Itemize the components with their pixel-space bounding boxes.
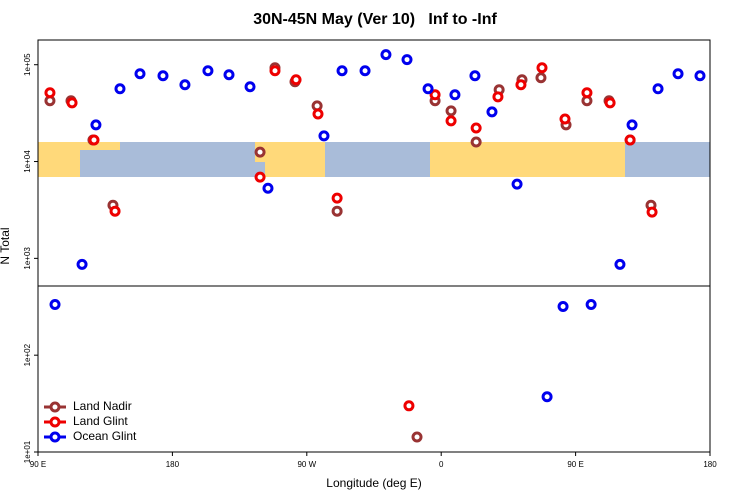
y-tick-label: 1e+05 (23, 53, 32, 76)
legend-item: Ocean Glint (44, 429, 137, 443)
point (312, 108, 324, 120)
y-tick-label: 1e+03 (23, 247, 32, 270)
point (401, 54, 413, 66)
x-tick-label: 90 E (567, 460, 583, 469)
point (88, 134, 100, 146)
point (49, 298, 61, 310)
map-ocean (325, 142, 430, 177)
legend-item: Land Nadir (44, 399, 132, 413)
point (403, 400, 415, 412)
point (585, 298, 597, 310)
point (511, 178, 523, 190)
point (581, 87, 593, 99)
point (380, 49, 392, 61)
x-axis-label: Longitude (deg E) (326, 476, 421, 490)
point (646, 206, 658, 218)
point (223, 69, 235, 81)
point (411, 431, 423, 443)
point (694, 70, 706, 82)
legend-label: Ocean Glint (73, 429, 137, 443)
point (422, 83, 434, 95)
point (672, 68, 684, 80)
x-tick-label: 0 (439, 460, 444, 469)
map-ocean (80, 150, 120, 177)
point (262, 182, 274, 194)
map-band (38, 142, 710, 177)
point (109, 205, 121, 217)
map-ocean (625, 142, 710, 177)
point (44, 87, 56, 99)
point (66, 97, 78, 109)
point (90, 119, 102, 131)
point (624, 134, 636, 146)
legend-item: Land Glint (44, 414, 128, 428)
map-ocean (255, 162, 265, 177)
point (557, 301, 569, 313)
point (359, 65, 371, 77)
point (486, 106, 498, 118)
point (254, 171, 266, 183)
point (157, 70, 169, 82)
point (536, 62, 548, 74)
point (445, 105, 457, 117)
point (290, 74, 302, 86)
map-ocean (120, 142, 255, 177)
x-tick-label: 90 W (297, 460, 316, 469)
point (470, 136, 482, 148)
legend-marker (49, 401, 61, 413)
point (541, 391, 553, 403)
x-tick-label: 180 (703, 460, 717, 469)
y-tick-label: 1e+02 (23, 343, 32, 366)
y-tick-label: 1e+01 (23, 440, 32, 463)
x-tick-label: 180 (166, 460, 180, 469)
point (445, 115, 457, 127)
point (470, 122, 482, 134)
point (331, 205, 343, 217)
legend-marker (49, 416, 61, 428)
point (179, 79, 191, 91)
point (202, 65, 214, 77)
point (336, 65, 348, 77)
point (449, 89, 461, 101)
point (492, 91, 504, 103)
y-tick-label: 1e+04 (23, 150, 32, 173)
y-axis-label: N Total (0, 227, 12, 264)
point (114, 83, 126, 95)
point (331, 192, 343, 204)
point (76, 258, 88, 270)
x-tick-label: 90 E (30, 460, 46, 469)
point (626, 119, 638, 131)
point (604, 97, 616, 109)
point (515, 79, 527, 91)
plot-frame (37, 39, 711, 453)
point (254, 146, 266, 158)
legend-label: Land Glint (73, 414, 128, 428)
point (469, 70, 481, 82)
point (559, 113, 571, 125)
point (535, 72, 547, 84)
point (134, 68, 146, 80)
point (614, 258, 626, 270)
chart-title: 30N-45N May (Ver 10) Inf to -Inf (253, 11, 497, 28)
legend-label: Land Nadir (73, 399, 132, 413)
legend-marker (49, 431, 61, 443)
point (244, 81, 256, 93)
point (652, 83, 664, 95)
point (269, 65, 281, 77)
point (318, 130, 330, 142)
point (429, 89, 441, 101)
